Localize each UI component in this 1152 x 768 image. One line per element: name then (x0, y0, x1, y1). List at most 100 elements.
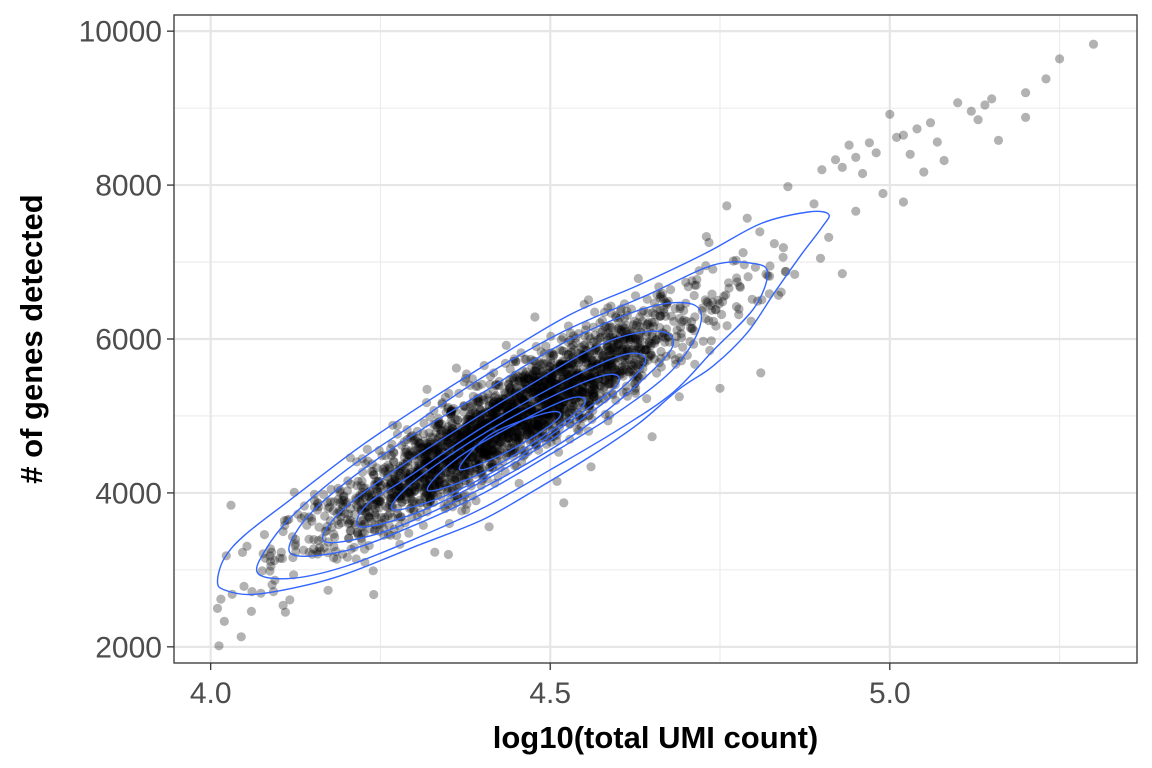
data-point (679, 306, 689, 316)
data-point (546, 432, 556, 442)
data-point (557, 363, 567, 373)
data-point (472, 419, 482, 429)
data-point (540, 377, 551, 387)
data-point (701, 232, 712, 242)
data-point (374, 496, 384, 506)
data-point (584, 397, 595, 407)
data-point (755, 227, 765, 237)
data-point (532, 382, 542, 392)
data-point (724, 278, 734, 288)
data-point (450, 456, 460, 466)
data-point (351, 500, 361, 510)
data-point (584, 390, 594, 400)
data-point (481, 441, 492, 452)
data-point (478, 395, 489, 405)
data-point (544, 375, 555, 385)
data-point (465, 414, 475, 425)
data-point (383, 511, 393, 521)
data-point (513, 407, 523, 417)
data-point (521, 424, 531, 434)
data-point (515, 388, 525, 398)
data-point (490, 405, 501, 415)
data-point (465, 428, 475, 438)
data-point (724, 283, 734, 293)
data-point (503, 410, 513, 420)
data-point (484, 396, 494, 406)
data-point (447, 473, 457, 483)
data-point (521, 354, 531, 364)
data-point (435, 425, 445, 435)
data-point (459, 470, 469, 480)
data-point (567, 376, 578, 386)
data-point (563, 349, 574, 360)
data-point (638, 316, 648, 326)
data-point (309, 535, 319, 545)
data-point (611, 373, 621, 383)
data-point (259, 530, 269, 540)
data-point (479, 452, 489, 462)
data-point (561, 350, 572, 360)
data-point (404, 528, 414, 538)
data-point (415, 480, 425, 490)
data-point (450, 464, 460, 474)
data-point (598, 350, 608, 360)
data-point (588, 392, 599, 402)
data-point (522, 427, 533, 437)
data-point (522, 430, 532, 440)
data-point (590, 307, 600, 317)
data-point (389, 494, 399, 504)
data-point (569, 362, 579, 372)
data-point (530, 366, 541, 376)
data-point (427, 448, 437, 458)
data-point (435, 475, 445, 485)
data-point (458, 437, 468, 447)
data-point (635, 334, 645, 344)
data-point (346, 526, 356, 536)
data-point (470, 467, 480, 477)
data-point (485, 440, 495, 450)
data-point (765, 261, 775, 271)
data-point (704, 237, 714, 248)
data-point (390, 472, 400, 482)
data-point (615, 365, 625, 375)
data-point (567, 387, 577, 397)
data-point (589, 391, 599, 401)
data-point (589, 389, 599, 399)
data-point (406, 503, 416, 513)
data-point (424, 460, 434, 470)
data-point (641, 345, 651, 355)
data-point (485, 445, 495, 455)
data-point (466, 434, 476, 444)
data-point (529, 419, 539, 429)
data-point (503, 409, 513, 419)
data-point (467, 406, 478, 416)
data-point (425, 432, 435, 442)
data-point (275, 553, 285, 563)
data-point (427, 450, 437, 460)
data-point (640, 345, 650, 355)
data-point (1088, 39, 1099, 49)
data-point (517, 377, 527, 387)
data-point (691, 280, 701, 290)
data-point (769, 239, 779, 249)
data-point (708, 264, 718, 274)
data-point (633, 359, 644, 370)
data-point (342, 552, 352, 562)
data-point (531, 366, 541, 376)
data-point (442, 467, 452, 478)
data-point (535, 422, 546, 432)
data-point (539, 381, 549, 391)
data-point (596, 364, 606, 374)
data-point (437, 398, 447, 408)
data-point (531, 364, 542, 374)
data-point (329, 541, 339, 552)
data-point (611, 371, 621, 381)
data-point (563, 372, 573, 382)
data-point (514, 435, 524, 445)
data-point (566, 343, 576, 353)
data-point (520, 450, 530, 460)
data-point (475, 397, 485, 407)
data-point (390, 474, 400, 484)
data-point (587, 355, 597, 365)
data-point (522, 374, 533, 384)
